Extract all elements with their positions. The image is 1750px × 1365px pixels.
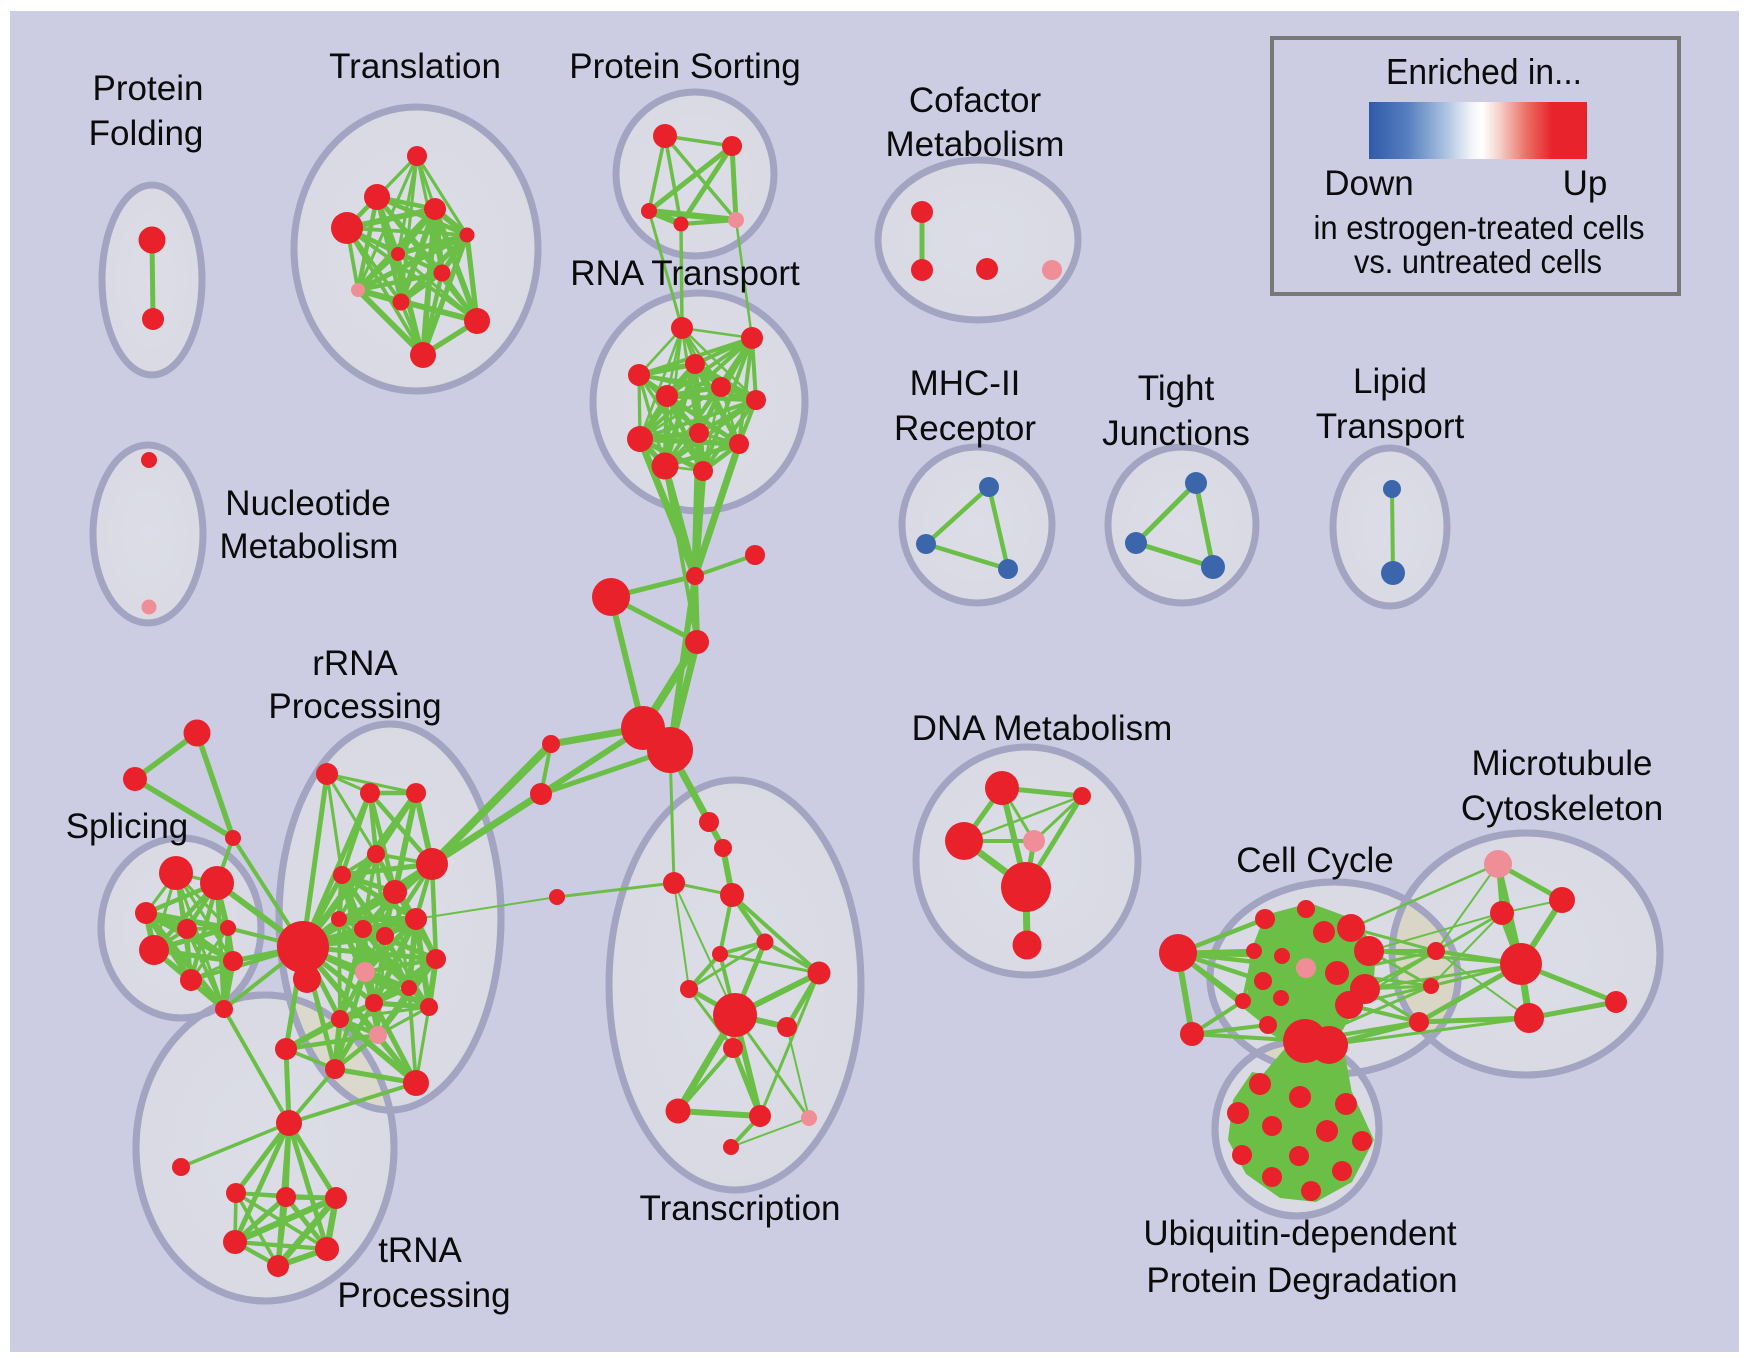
svg-text:Translation: Translation — [329, 47, 501, 86]
svg-text:vs. untreated cells: vs. untreated cells — [1354, 243, 1602, 280]
svg-text:tRNA: tRNA — [378, 1231, 462, 1270]
svg-text:Protein Degradation: Protein Degradation — [1146, 1261, 1457, 1300]
svg-text:RNA Transport: RNA Transport — [570, 254, 800, 293]
svg-text:Receptor: Receptor — [894, 409, 1036, 448]
svg-text:Lipid: Lipid — [1353, 362, 1427, 401]
svg-text:Nucleotide: Nucleotide — [225, 484, 390, 523]
svg-text:Splicing: Splicing — [66, 807, 189, 846]
svg-text:Tight: Tight — [1138, 369, 1215, 408]
svg-text:Protein: Protein — [93, 69, 204, 108]
svg-text:Cytoskeleton: Cytoskeleton — [1461, 789, 1663, 828]
svg-text:Transcription: Transcription — [640, 1189, 841, 1228]
svg-text:Cofactor: Cofactor — [909, 81, 1042, 120]
svg-text:Processing: Processing — [337, 1276, 510, 1315]
svg-text:Microtubule: Microtubule — [1472, 744, 1653, 783]
svg-text:Up: Up — [1563, 164, 1608, 203]
svg-text:Cell Cycle: Cell Cycle — [1236, 841, 1394, 880]
svg-text:Processing: Processing — [268, 687, 441, 726]
svg-text:rRNA: rRNA — [312, 644, 398, 683]
svg-text:Enriched in...: Enriched in... — [1386, 51, 1582, 92]
svg-text:Ubiquitin-dependent: Ubiquitin-dependent — [1143, 1214, 1457, 1253]
svg-text:MHC-II: MHC-II — [910, 364, 1021, 403]
svg-text:Down: Down — [1324, 164, 1413, 203]
svg-text:Transport: Transport — [1316, 407, 1465, 446]
svg-text:in estrogen-treated cells: in estrogen-treated cells — [1314, 209, 1645, 246]
svg-text:Protein Sorting: Protein Sorting — [569, 47, 801, 86]
svg-text:Folding: Folding — [89, 114, 204, 153]
svg-text:DNA Metabolism: DNA Metabolism — [912, 709, 1173, 748]
svg-text:Junctions: Junctions — [1102, 414, 1250, 453]
svg-text:Metabolism: Metabolism — [886, 125, 1065, 164]
svg-text:Metabolism: Metabolism — [220, 527, 399, 566]
